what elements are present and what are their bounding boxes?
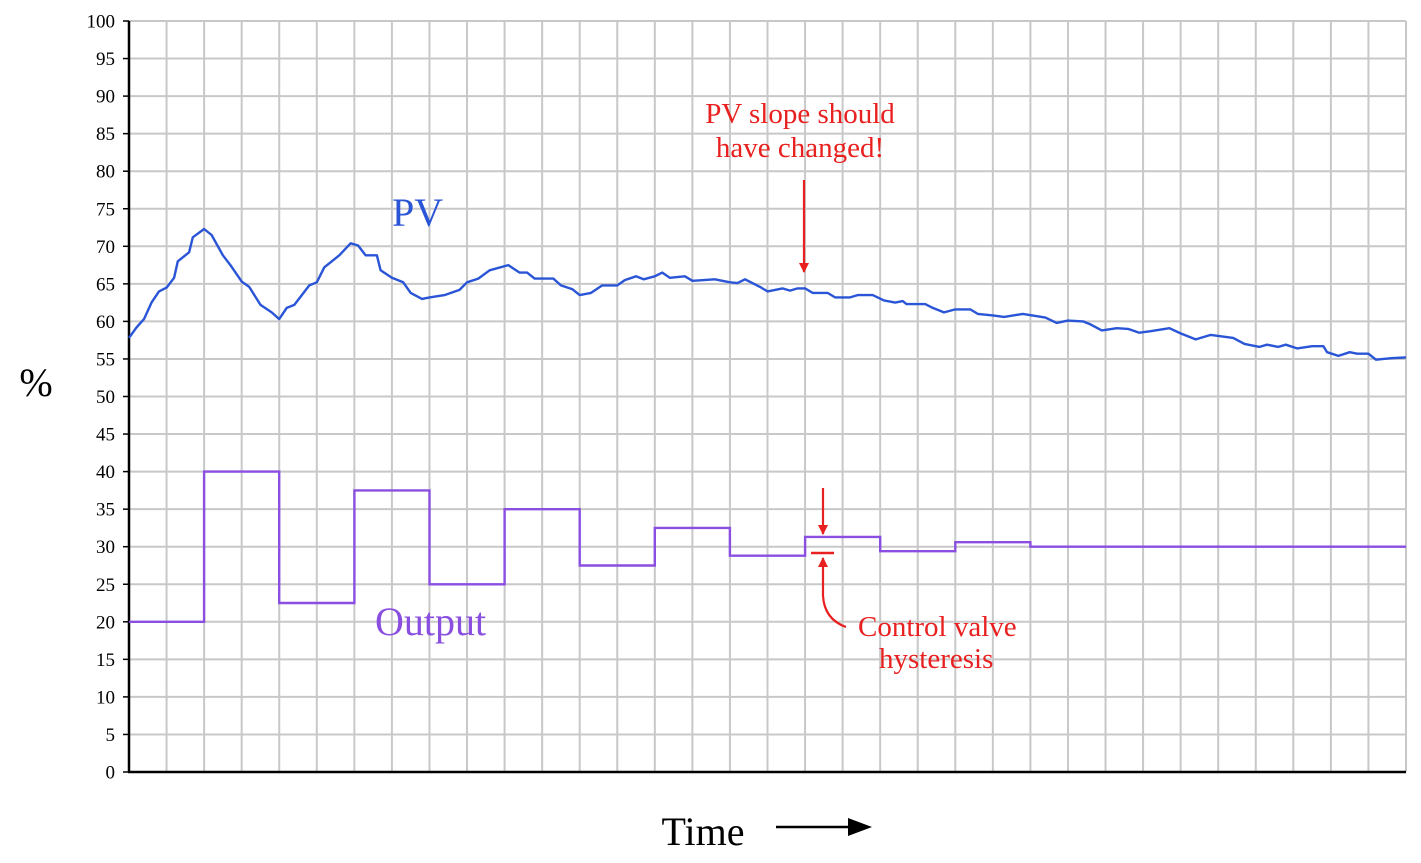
time-arrowhead-icon xyxy=(848,818,872,836)
y-tick-label: 25 xyxy=(96,575,115,596)
y-tick-labels: 1009590858075706560555045403530252015105… xyxy=(87,12,129,784)
y-tick-label: 20 xyxy=(96,612,115,633)
y-tick-label: 30 xyxy=(96,537,115,558)
y-tick-label: 100 xyxy=(87,12,116,33)
y-tick-label: 90 xyxy=(96,87,115,108)
annotation-hysteresis-line2: hysteresis xyxy=(879,643,993,675)
y-tick-label: 60 xyxy=(96,312,115,333)
y-tick-label: 45 xyxy=(96,425,115,446)
pv-series-label: PV xyxy=(392,190,443,235)
y-tick-label: 15 xyxy=(96,650,115,671)
hysteresis-bottom-arrow-icon xyxy=(818,557,847,629)
annotation-pv-slope-line1: PV slope should xyxy=(705,98,895,130)
y-tick-label: 10 xyxy=(96,687,115,708)
y-tick-label: 5 xyxy=(106,725,116,746)
y-tick-label: 65 xyxy=(96,274,115,295)
y-tick-label: 50 xyxy=(96,387,115,408)
annotation-hysteresis-line1: Control valve xyxy=(858,611,1017,643)
y-tick-label: 70 xyxy=(96,237,115,258)
y-tick-label: 35 xyxy=(96,500,115,521)
y-axis-title: % xyxy=(19,360,52,405)
x-axis-title: Time xyxy=(661,809,744,854)
output-series-label: Output xyxy=(375,599,486,644)
pv-series-line xyxy=(128,227,1407,361)
y-tick-label: 80 xyxy=(96,162,115,183)
annotation-pv-slope-line2: have changed! xyxy=(716,132,884,164)
y-tick-label: 85 xyxy=(96,124,115,145)
y-tick-label: 95 xyxy=(96,49,115,70)
y-tick-label: 55 xyxy=(96,349,115,370)
y-tick-label: 0 xyxy=(106,763,116,784)
y-tick-label: 75 xyxy=(96,199,115,220)
grid xyxy=(128,20,1407,773)
output-series-line xyxy=(129,470,1406,623)
y-tick-label: 40 xyxy=(96,462,115,483)
